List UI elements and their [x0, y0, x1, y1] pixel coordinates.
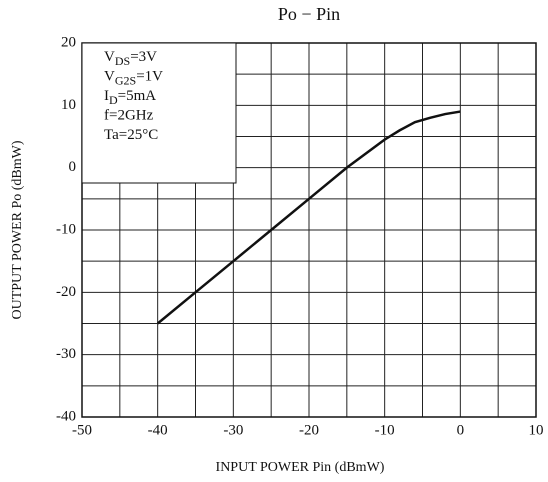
y-axis-label: OUTPUT POWER Po (dBmW) — [10, 140, 25, 319]
x-tick-label: 0 — [457, 422, 465, 438]
y-tick-label: -10 — [56, 221, 76, 237]
annotation-sub: G2S — [115, 73, 136, 87]
x-tick-label: -50 — [72, 422, 92, 438]
y-tick-label: 0 — [69, 159, 77, 175]
annotation-text: Ta=25°C — [104, 127, 158, 143]
annotation-text: I — [104, 88, 109, 104]
x-tick-label: -20 — [299, 422, 319, 438]
plot-frame — [81, 42, 537, 418]
y-tick-label: -40 — [56, 408, 76, 424]
annotation-text: f=2GHz — [104, 108, 154, 124]
x-tick-label: 10 — [529, 422, 544, 438]
annotation-text: V — [104, 49, 115, 65]
annotation-rest: =1V — [136, 69, 163, 85]
annotation-sub: D — [109, 93, 118, 107]
annotation: ID=5mA — [104, 88, 156, 106]
y-tick-label: -30 — [56, 346, 76, 362]
x-tick-label: -10 — [375, 422, 395, 438]
annotation: VG2S=1V — [104, 69, 163, 87]
annotation-rest: =5mA — [118, 88, 157, 104]
x-tick-label: -30 — [223, 422, 243, 438]
annotation: VDS=3V — [104, 49, 157, 67]
annotation: f=2GHz — [104, 108, 154, 124]
conditions-box — [81, 42, 237, 184]
y-tick-label: 20 — [61, 34, 76, 50]
x-axis-label: INPUT POWER Pin (dBmW) — [216, 460, 385, 475]
annotation-rest: =3V — [130, 49, 157, 65]
annotation-sub: DS — [115, 54, 130, 68]
y-tick-label: 10 — [61, 97, 76, 113]
x-tick-label: -40 — [148, 422, 168, 438]
data-line — [156, 110, 461, 325]
annotation-text: V — [104, 69, 115, 85]
chart-title: Po − Pin — [278, 4, 340, 24]
y-tick-label: -20 — [56, 284, 76, 300]
annotation: Ta=25°C — [104, 127, 158, 143]
